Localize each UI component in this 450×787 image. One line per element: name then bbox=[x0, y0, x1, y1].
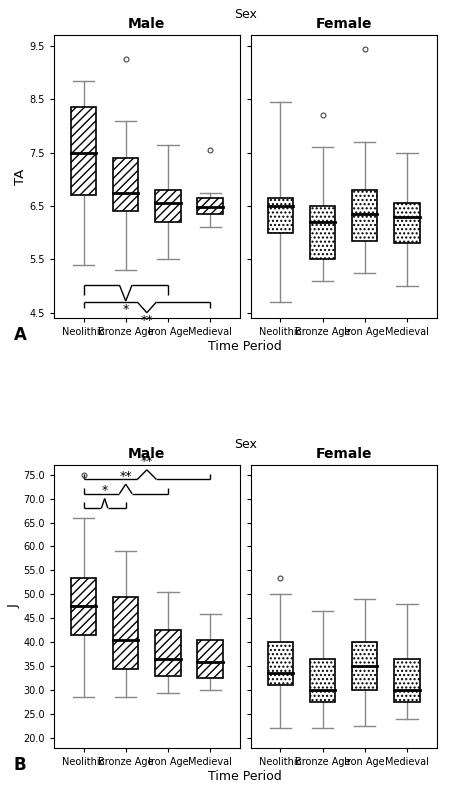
Bar bbox=[352, 190, 378, 241]
Title: Male: Male bbox=[128, 447, 166, 461]
Bar bbox=[71, 107, 96, 195]
Bar bbox=[113, 597, 139, 669]
Bar bbox=[155, 190, 180, 222]
Bar bbox=[310, 206, 335, 260]
Text: B: B bbox=[14, 756, 26, 774]
Bar bbox=[198, 198, 223, 214]
Bar bbox=[394, 659, 419, 702]
Text: **: ** bbox=[140, 456, 153, 468]
Text: Time Period: Time Period bbox=[208, 340, 282, 353]
Text: *: * bbox=[102, 484, 108, 497]
Bar bbox=[394, 203, 419, 243]
Text: *: * bbox=[122, 303, 129, 316]
Bar bbox=[155, 630, 180, 676]
Text: A: A bbox=[14, 326, 27, 344]
Title: Female: Female bbox=[315, 17, 372, 31]
Text: Sex: Sex bbox=[234, 8, 256, 21]
Bar bbox=[198, 640, 223, 678]
Bar bbox=[71, 578, 96, 635]
Bar bbox=[268, 198, 293, 233]
Bar bbox=[268, 642, 293, 685]
Text: **: ** bbox=[120, 470, 132, 482]
Text: **: ** bbox=[140, 314, 153, 327]
Title: Female: Female bbox=[315, 447, 372, 461]
Text: Time Period: Time Period bbox=[208, 770, 282, 783]
Y-axis label: J: J bbox=[8, 604, 21, 608]
Bar bbox=[113, 158, 139, 212]
Text: Sex: Sex bbox=[234, 438, 256, 451]
Bar bbox=[352, 642, 378, 690]
Title: Male: Male bbox=[128, 17, 166, 31]
Y-axis label: TA: TA bbox=[14, 168, 27, 185]
Bar bbox=[310, 659, 335, 702]
